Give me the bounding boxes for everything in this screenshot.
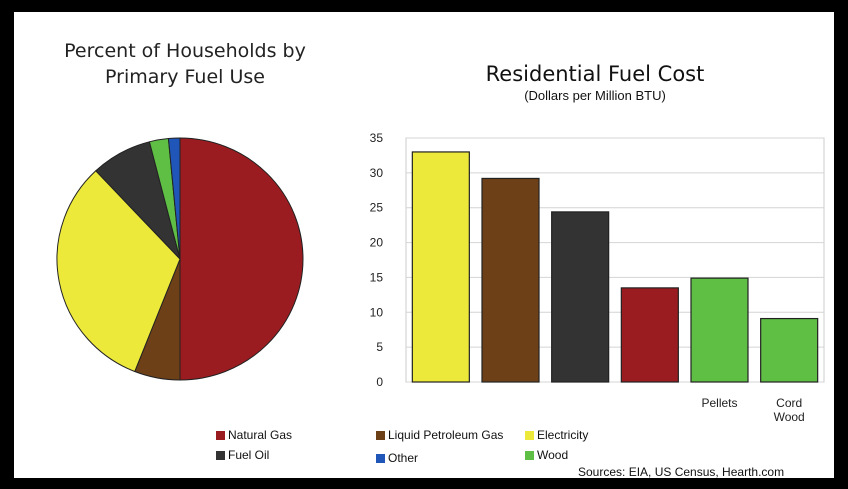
- bar-category-label: Cord: [776, 396, 802, 410]
- sources-note: Sources: EIA, US Census, Hearth.com: [578, 465, 785, 479]
- legend-swatch-fuel-oil: [216, 451, 225, 460]
- bar-natural-gas: [620, 287, 679, 383]
- legend-item-wood: Wood: [525, 448, 568, 462]
- y-tick-label: 5: [376, 340, 383, 354]
- y-tick-label: 0: [376, 375, 383, 389]
- legend-item-natural-gas: Natural Gas: [216, 428, 292, 442]
- pie-slice-other: [167, 137, 181, 260]
- bar-lpg: [481, 177, 540, 383]
- y-tick-label: 30: [370, 166, 384, 180]
- bar-category-label: Pellets: [701, 396, 737, 410]
- legend-item-fuel-oil: Fuel Oil: [216, 448, 269, 462]
- y-tick-label: 35: [370, 131, 384, 145]
- bar-chart-title: Residential Fuel Cost: [485, 62, 705, 86]
- bar-plot-area: [405, 137, 825, 383]
- pie-title-line-2: Primary Fuel Use: [105, 66, 265, 88]
- legend-label-lpg: Liquid Petroleum Gas: [388, 428, 504, 442]
- legend-swatch-natural-gas: [216, 431, 225, 440]
- y-tick-label: 10: [370, 305, 384, 319]
- y-tick-label: 15: [370, 270, 384, 284]
- legend-item-electricity: Electricity: [525, 428, 588, 442]
- bar-chart-subtitle: (Dollars per Million BTU): [524, 88, 666, 103]
- pie-chart-title: Percent of Households by Primary Fuel Us…: [20, 38, 350, 90]
- y-tick-label: 25: [370, 201, 384, 215]
- legend-label-electricity: Electricity: [537, 428, 589, 442]
- legend-swatch-lpg: [376, 431, 385, 440]
- pie-slice-electricity: [56, 170, 181, 373]
- pie-slice-natural-gas: [179, 137, 304, 381]
- legend-item-other: Other: [376, 451, 418, 465]
- y-tick-label: 20: [370, 236, 384, 250]
- legend-swatch-wood: [525, 451, 534, 460]
- bar-wood: [690, 277, 749, 383]
- pie-title-line-1: Percent of Households by: [64, 40, 306, 62]
- bar-electricity: [411, 151, 470, 383]
- legend-swatch-other: [376, 454, 385, 463]
- legend-label-fuel-oil: Fuel Oil: [228, 448, 270, 462]
- legend-label-other: Other: [388, 451, 419, 465]
- legend-label-wood: Wood: [537, 448, 569, 462]
- legend-label-natural-gas: Natural Gas: [228, 428, 293, 442]
- legend-item-lpg: Liquid Petroleum Gas: [376, 428, 503, 442]
- bar-category-label: Wood: [774, 410, 805, 424]
- bar-wood: [760, 317, 819, 383]
- legend-swatch-electricity: [525, 431, 534, 440]
- bar-fuel-oil: [551, 211, 610, 383]
